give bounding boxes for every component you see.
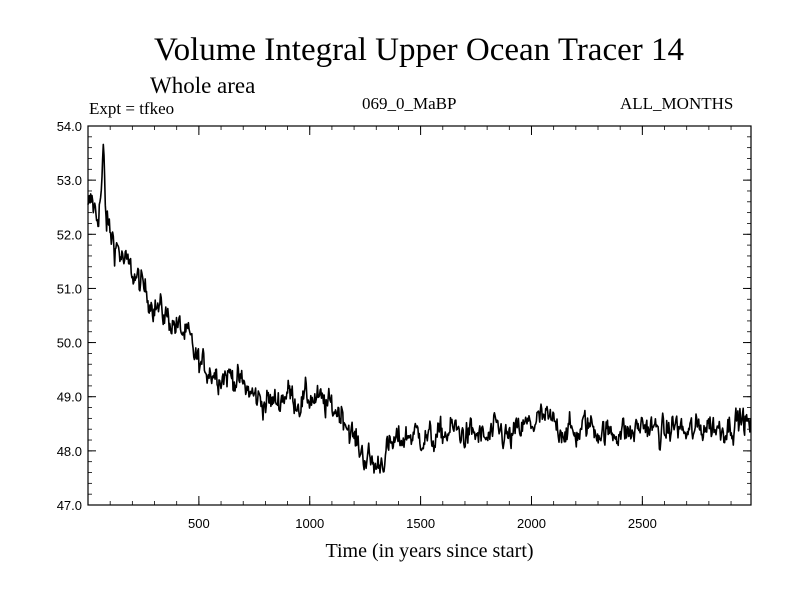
chart-subtitle: Whole area (150, 73, 256, 98)
months-label: ALL_MONTHS (620, 94, 734, 113)
x-tick-label: 500 (188, 516, 210, 531)
series-line (87, 143, 752, 474)
y-tick-label: 51.0 (57, 281, 82, 296)
y-tick-label: 47.0 (57, 498, 82, 513)
y-tick-label: 54.0 (57, 119, 82, 134)
tick-labels: 47.0 48.0 49.0 50.0 51.0 52.0 53.0 54.0 500 1000 1… (57, 119, 657, 531)
y-tick-label: 50.0 (57, 336, 82, 351)
x-tick-label: 2000 (517, 516, 546, 531)
x-tick-label: 1000 (295, 516, 324, 531)
x-tick-label: 2500 (628, 516, 657, 531)
plot-frame (87, 125, 752, 506)
x-tick-label: 1500 (406, 516, 435, 531)
axis-ticks (88, 125, 751, 506)
y-tick-label: 52.0 (57, 227, 82, 242)
y-tick-label: 48.0 (57, 444, 82, 459)
experiment-label: Expt = tfkeo (89, 99, 175, 118)
y-tick-label: 49.0 (57, 390, 82, 405)
series-layer (87, 143, 752, 474)
y-tick-label: 53.0 (57, 173, 82, 188)
chart-title: Volume Integral Upper Ocean Tracer 14 (154, 32, 684, 68)
x-axis-title: Time (in years since start) (325, 540, 533, 562)
run-label: 069_0_MaBP (362, 94, 457, 113)
